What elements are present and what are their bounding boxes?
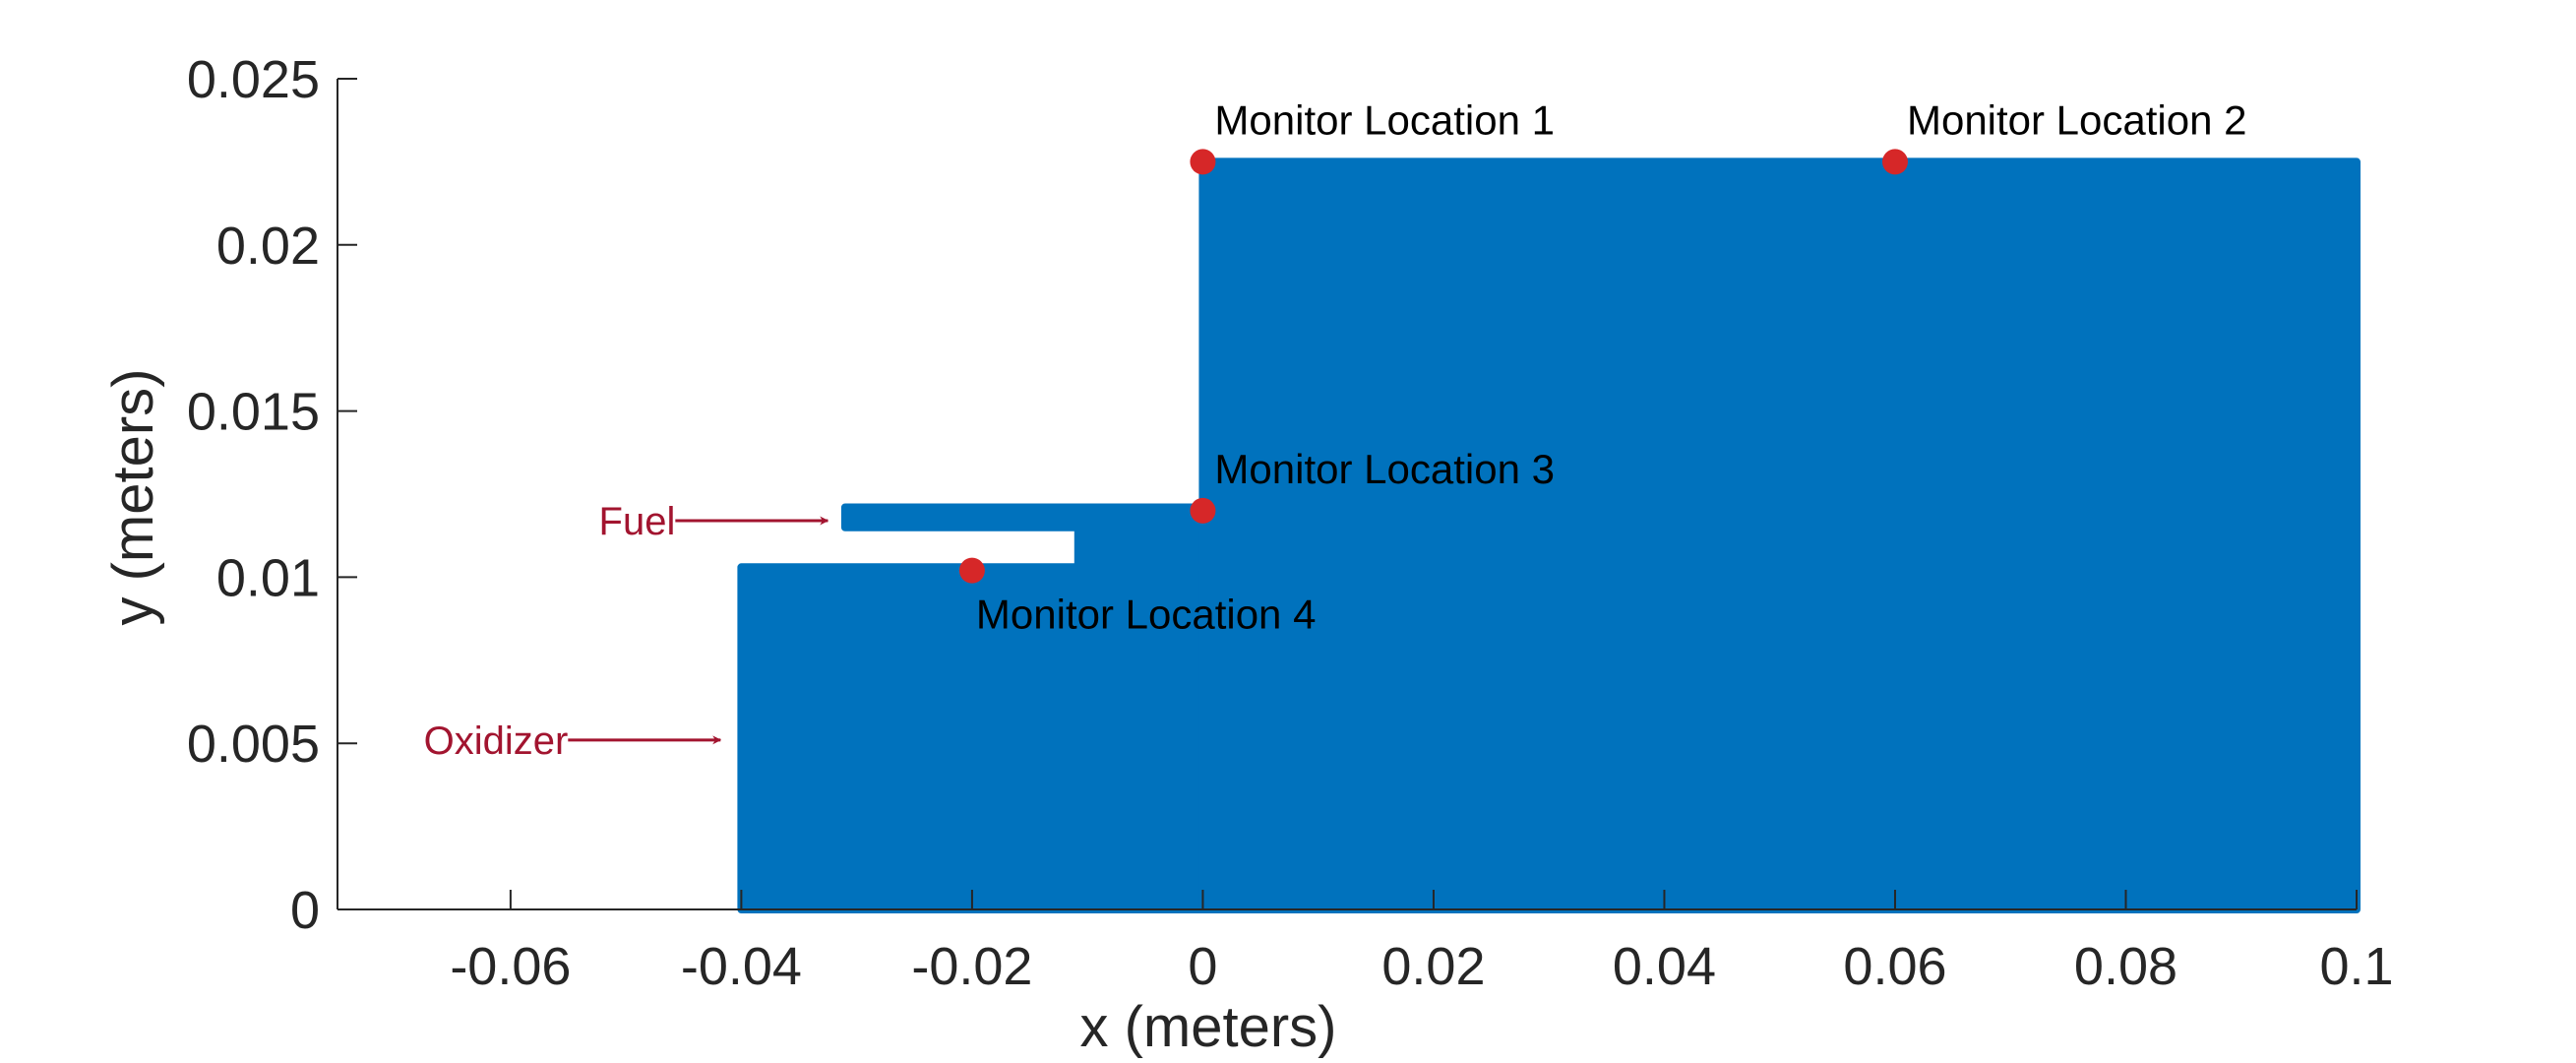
- monitor-point: [958, 557, 985, 584]
- y-axis-title: y (meters): [101, 369, 165, 626]
- x-tick-label: 0.1: [2319, 937, 2393, 996]
- x-tick-label: 0.08: [2074, 937, 2177, 996]
- monitor-point: [1881, 149, 1908, 175]
- x-tick-label: 0.06: [1843, 937, 1946, 996]
- monitor-label: Monitor Location 4: [976, 592, 1317, 638]
- y-tick-label: 0: [290, 881, 320, 940]
- monitor-label: Monitor Location 1: [1214, 96, 1555, 143]
- y-tick-label: 0.015: [187, 383, 320, 442]
- annotation-label: Oxidizer: [424, 719, 569, 763]
- annotation-label: Fuel: [599, 500, 676, 543]
- monitor-label: Monitor Location 2: [1907, 96, 2247, 143]
- y-tick-label: 0.02: [216, 217, 320, 276]
- axes: -0.06 -0.04 -0.02 0 0.02 0.04 0.06 0.08 0.1 0 0.00…: [187, 50, 2394, 996]
- monitor-point: [1190, 149, 1216, 175]
- y-tick-label: 0.01: [216, 548, 320, 607]
- x-tick-label: 0: [1188, 937, 1217, 996]
- x-tick-label: 0.04: [1613, 937, 1716, 996]
- monitor-points: Monitor Location 1 Monitor Location 2 Moni…: [958, 96, 2247, 638]
- x-tick-label: 0.02: [1381, 937, 1485, 996]
- mesh-region: [737, 563, 1207, 913]
- monitor-point: [1190, 497, 1216, 524]
- x-tick-label: -0.04: [681, 937, 802, 996]
- mesh-region: [1198, 157, 2361, 913]
- x-tick-label: -0.06: [450, 937, 571, 996]
- y-tick-label: 0.005: [187, 715, 320, 774]
- mesh-region: [1073, 523, 1207, 572]
- annotations: Fuel Oxidizer: [424, 500, 829, 763]
- y-tick-label: 0.025: [187, 50, 320, 109]
- mesh-region: [840, 503, 1207, 532]
- x-tick-label: -0.02: [911, 937, 1032, 996]
- x-axis-title: x (meters): [1080, 995, 1337, 1059]
- monitor-label: Monitor Location 3: [1214, 446, 1555, 492]
- mesh-layer: [737, 157, 2361, 913]
